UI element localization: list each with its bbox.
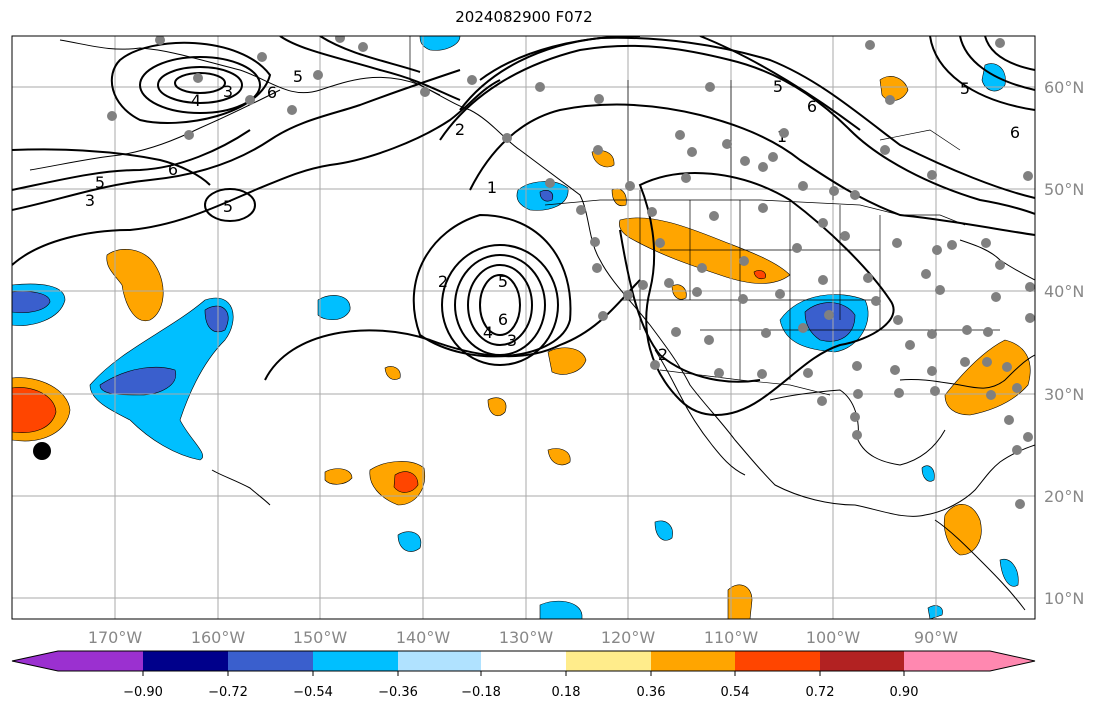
- contour-label: 5: [498, 272, 508, 291]
- contour-label: 3: [85, 191, 95, 210]
- positive-anomaly-region: [671, 284, 687, 300]
- positive-anomaly-region: [619, 217, 791, 284]
- lon-label: 170°W: [88, 628, 143, 647]
- contour-label: 5: [293, 67, 303, 86]
- positive-anomaly-region: [943, 504, 982, 556]
- colorbar-tick-marks: [142, 671, 905, 676]
- map-frame: [11, 35, 1036, 620]
- colorbar-tick-label: −0.90: [123, 685, 163, 700]
- colorbar-tick-label: 0.90: [890, 685, 919, 700]
- colorbar: −0.90 −0.72 −0.54 −0.36 −0.18 0.18 0.36 …: [11, 650, 1036, 700]
- negative-anomaly-region: [999, 558, 1019, 587]
- positive-anomaly-region: [753, 270, 766, 280]
- positive-anomaly-region: [547, 448, 571, 466]
- colorbar-segment: [820, 651, 904, 671]
- negative-anomaly-region: [927, 605, 943, 619]
- contour-label: 4: [483, 323, 493, 342]
- colorbar-segment: [12, 651, 143, 671]
- graticule: [12, 36, 1035, 619]
- shaded-anomaly-fills: [12, 36, 1031, 619]
- colorbar-tick-label: 0.36: [637, 685, 666, 700]
- lon-label: 90°W: [914, 628, 958, 647]
- lat-label: 60°N: [1044, 78, 1084, 97]
- positive-anomaly-region: [106, 248, 164, 322]
- contour-label: 2: [658, 345, 668, 364]
- contour-label: 5: [223, 197, 233, 216]
- colorbar-tick-label: 0.18: [552, 685, 581, 700]
- contour-label: 2: [455, 120, 465, 139]
- contour-label: 6: [498, 310, 508, 329]
- positive-anomaly-region: [547, 347, 587, 375]
- colorbar-tick-label: −0.72: [208, 685, 248, 700]
- station-markers: [107, 36, 1035, 509]
- negative-anomaly-region: [204, 305, 229, 333]
- negative-anomaly-region: [12, 291, 51, 313]
- latitude-labels: 60°N 50°N 40°N 30°N 20°N 10°N: [1044, 78, 1084, 608]
- colorbar-segment: [143, 651, 228, 671]
- colorbar-segment: [651, 651, 735, 671]
- height-contours: [12, 36, 1035, 416]
- contour-label: 3: [507, 331, 517, 350]
- positive-anomaly-region: [393, 471, 419, 493]
- contour-label: 2: [438, 272, 448, 291]
- lon-label: 130°W: [499, 628, 554, 647]
- negative-anomaly-region: [397, 531, 422, 552]
- negative-anomaly-region: [317, 295, 351, 320]
- colorbar-segment: [566, 651, 651, 671]
- colorbar-segment: [904, 651, 1035, 671]
- contour-label: 6: [1010, 123, 1020, 142]
- colorbar-segment: [398, 651, 481, 671]
- longitude-labels: 170°W 160°W 150°W 140°W 130°W 120°W 110°…: [88, 628, 958, 647]
- colorbar-segment: [735, 651, 820, 671]
- contour-label: 5: [960, 79, 970, 98]
- positive-anomaly-region: [384, 366, 401, 380]
- negative-anomaly-region: [804, 302, 856, 342]
- lon-label: 110°W: [704, 628, 759, 647]
- negative-anomaly-region: [539, 190, 553, 202]
- negative-anomaly-region: [419, 36, 461, 51]
- colorbar-segment: [228, 651, 313, 671]
- lon-label: 140°W: [396, 628, 451, 647]
- lon-label: 150°W: [293, 628, 348, 647]
- colorbar-outline: [11, 650, 1036, 672]
- lat-label: 20°N: [1044, 487, 1084, 506]
- colorbar-tick-label: −0.54: [293, 685, 333, 700]
- negative-anomaly-region: [981, 63, 1006, 92]
- lon-label: 160°W: [191, 628, 246, 647]
- contour-label: 6: [807, 97, 817, 116]
- contour-label: 5: [95, 173, 105, 192]
- contour-label: 1: [487, 178, 497, 197]
- negative-anomaly-region: [654, 520, 673, 541]
- lat-label: 50°N: [1044, 180, 1084, 199]
- contour-label: 6: [168, 160, 178, 179]
- positive-anomaly-region: [944, 339, 1031, 416]
- lon-label: 120°W: [601, 628, 656, 647]
- lon-label: 100°W: [806, 628, 861, 647]
- colorbar-tick-label: −0.18: [461, 685, 501, 700]
- lat-label: 40°N: [1044, 282, 1084, 301]
- negative-anomaly-region: [921, 465, 935, 482]
- colorbar-tick-label: 0.54: [721, 685, 750, 700]
- lat-label: 30°N: [1044, 385, 1084, 404]
- positive-anomaly-region: [727, 584, 753, 619]
- positive-anomaly-region: [12, 387, 57, 433]
- positive-anomaly-region: [487, 397, 507, 416]
- contour-label: 5: [773, 77, 783, 96]
- negative-anomaly-region: [539, 600, 583, 619]
- positive-anomaly-region: [324, 468, 353, 485]
- coastlines: [29, 39, 1035, 611]
- contour-label: 4: [191, 91, 201, 110]
- contour-label: 6: [267, 83, 277, 102]
- colorbar-tick-label: −0.36: [378, 685, 418, 700]
- map-title: 2024082900 F072: [455, 8, 593, 26]
- contour-label: 3: [223, 82, 233, 101]
- colorbar-tick-label: 0.72: [806, 685, 835, 700]
- storm-marker: [33, 442, 51, 460]
- lat-label: 10°N: [1044, 589, 1084, 608]
- colorbar-segment: [481, 651, 566, 671]
- colorbar-segment: [313, 651, 398, 671]
